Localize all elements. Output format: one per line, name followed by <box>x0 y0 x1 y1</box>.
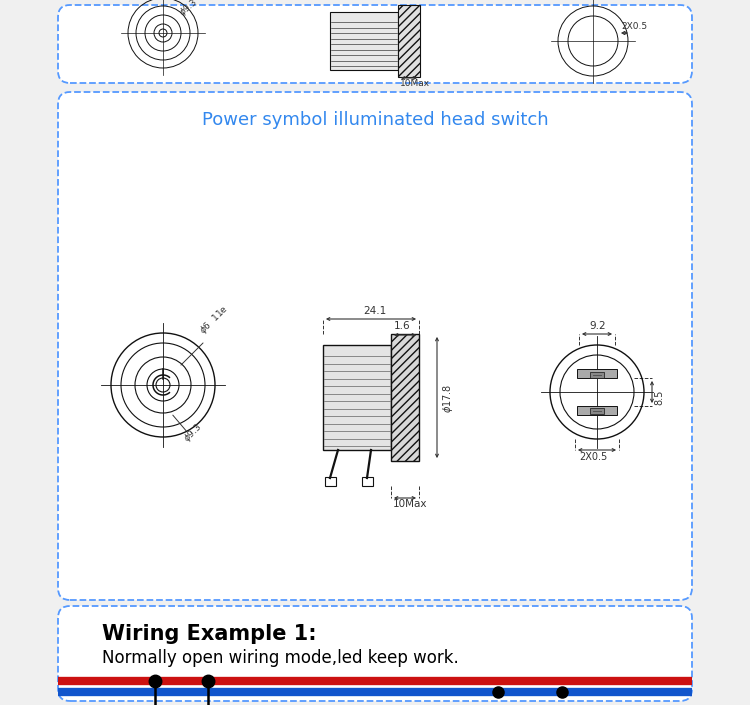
FancyBboxPatch shape <box>58 5 692 83</box>
Bar <box>577 406 617 415</box>
Bar <box>590 372 604 378</box>
Bar <box>330 12 398 70</box>
Text: Wiring Example 1:: Wiring Example 1: <box>102 624 316 644</box>
Bar <box>323 345 391 450</box>
Bar <box>325 477 336 486</box>
Text: $\phi$9.3: $\phi$9.3 <box>177 0 201 19</box>
Text: 1.6: 1.6 <box>394 321 411 331</box>
FancyBboxPatch shape <box>58 92 692 600</box>
Text: 8.5: 8.5 <box>654 389 664 405</box>
Text: 24.1: 24.1 <box>363 306 386 316</box>
Text: HBAN: HBAN <box>114 285 196 345</box>
FancyBboxPatch shape <box>58 606 692 701</box>
Bar <box>577 369 617 378</box>
Text: HBAN: HBAN <box>388 367 472 423</box>
Text: HBAN: HBAN <box>519 455 601 515</box>
Bar <box>391 334 419 461</box>
Text: 2X0.5: 2X0.5 <box>621 22 647 31</box>
Text: $\phi$17.8: $\phi$17.8 <box>441 384 455 412</box>
Text: Normally open wiring mode,led keep work.: Normally open wiring mode,led keep work. <box>102 649 459 667</box>
Bar <box>398 5 420 77</box>
Text: $\phi$6  11e: $\phi$6 11e <box>197 302 232 337</box>
Text: 2X0.5: 2X0.5 <box>579 452 608 462</box>
Text: Power symbol illuminated head switch: Power symbol illuminated head switch <box>202 111 548 129</box>
Bar <box>590 408 604 414</box>
Text: 10Max: 10Max <box>393 499 427 509</box>
Text: 9.2: 9.2 <box>589 321 606 331</box>
Text: HBAN: HBAN <box>519 295 601 355</box>
Text: HBAN: HBAN <box>239 355 321 415</box>
Text: $\phi$9.3: $\phi$9.3 <box>181 421 206 445</box>
Text: HBAN: HBAN <box>114 445 196 505</box>
Bar <box>362 477 373 486</box>
Text: HBAN: HBAN <box>338 247 422 303</box>
Text: 10Max: 10Max <box>400 79 430 88</box>
